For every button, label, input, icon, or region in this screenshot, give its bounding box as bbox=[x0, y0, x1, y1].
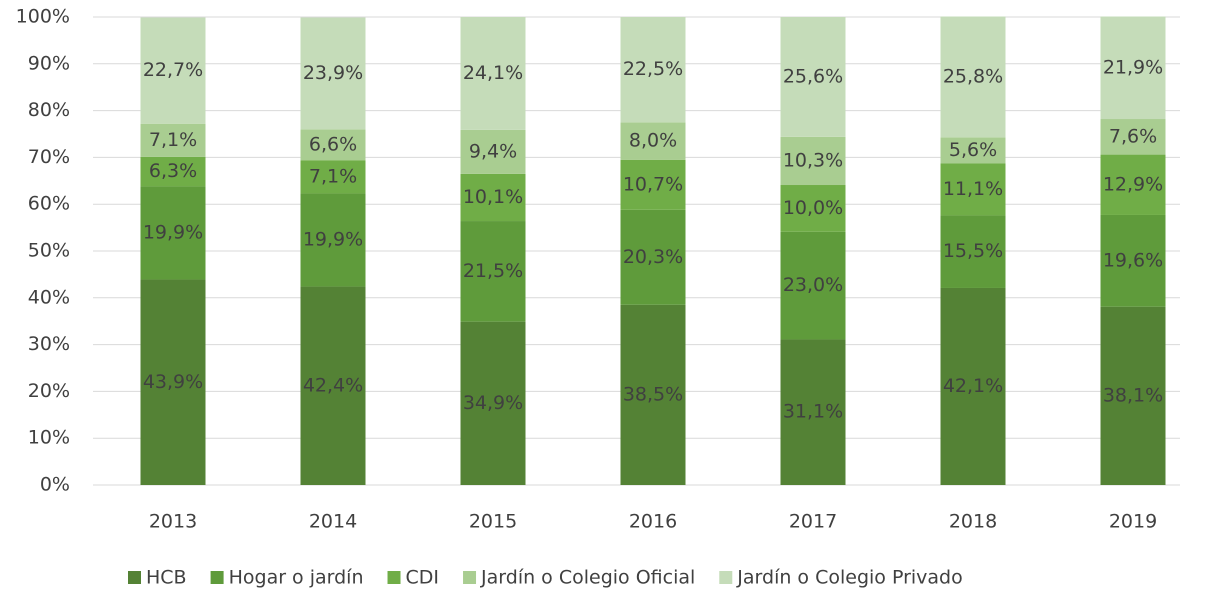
bar-segment bbox=[1100, 154, 1166, 215]
data-label: 22,7% bbox=[143, 59, 203, 81]
data-label: 21,5% bbox=[463, 260, 523, 282]
y-tick-label: 90% bbox=[28, 52, 70, 74]
bar-segment bbox=[780, 136, 846, 186]
data-label: 19,9% bbox=[143, 221, 203, 243]
legend-swatch bbox=[719, 571, 733, 584]
legend-swatch bbox=[210, 571, 224, 584]
bar-segment bbox=[300, 17, 366, 130]
bar-segment bbox=[620, 159, 686, 210]
data-label: 10,3% bbox=[783, 149, 843, 171]
x-tick-label: 2014 bbox=[309, 511, 357, 533]
data-label: 7,1% bbox=[149, 129, 197, 151]
y-tick-label: 60% bbox=[28, 193, 70, 215]
bar-segment bbox=[620, 17, 686, 123]
bar-segment bbox=[940, 287, 1006, 485]
data-label: 7,1% bbox=[309, 165, 357, 187]
bar-segment bbox=[780, 339, 846, 485]
bar-segment bbox=[1100, 214, 1166, 307]
legend-swatch bbox=[387, 571, 401, 584]
bar-segment bbox=[460, 321, 526, 485]
legend-swatch bbox=[463, 571, 477, 584]
data-label: 5,6% bbox=[949, 139, 997, 161]
data-label: 19,9% bbox=[303, 229, 363, 251]
data-label: 6,6% bbox=[309, 133, 357, 155]
bar-segment bbox=[460, 173, 526, 222]
bar-segment bbox=[780, 231, 846, 340]
bar-segment bbox=[140, 156, 206, 187]
bar-segment bbox=[940, 215, 1006, 288]
data-label: 6,3% bbox=[149, 160, 197, 182]
legend-label: CDI bbox=[406, 567, 440, 589]
data-label: 25,6% bbox=[783, 65, 843, 87]
x-tick-label: 2018 bbox=[949, 511, 997, 533]
data-label: 42,1% bbox=[943, 375, 1003, 397]
y-tick-label: 50% bbox=[28, 240, 70, 262]
data-label: 24,1% bbox=[463, 62, 523, 84]
legend-swatch bbox=[128, 571, 141, 584]
y-tick-label: 0% bbox=[40, 474, 70, 496]
y-tick-label: 10% bbox=[28, 427, 70, 449]
data-label: 21,9% bbox=[1103, 56, 1163, 78]
y-tick-label: 100% bbox=[16, 6, 70, 28]
x-tick-label: 2015 bbox=[469, 511, 517, 533]
legend-label: Jardín o Colegio Privado bbox=[736, 567, 962, 589]
data-label: 15,5% bbox=[943, 240, 1003, 262]
bar-segment bbox=[940, 137, 1006, 164]
data-label: 19,6% bbox=[1103, 249, 1163, 271]
legend-label: Jardín o Colegio Oficial bbox=[480, 567, 695, 589]
data-label: 8,0% bbox=[629, 130, 677, 152]
bar-segment bbox=[1100, 306, 1166, 485]
bar-segment bbox=[300, 193, 366, 287]
data-label: 7,6% bbox=[1109, 125, 1157, 147]
y-tick-label: 70% bbox=[28, 146, 70, 168]
bar-segment bbox=[460, 129, 526, 174]
data-label: 38,5% bbox=[623, 383, 683, 405]
bar-segment bbox=[140, 123, 206, 157]
bar-segment bbox=[940, 16, 1006, 138]
data-label: 23,0% bbox=[783, 274, 843, 296]
y-tick-label: 20% bbox=[28, 380, 70, 402]
x-tick-label: 2013 bbox=[149, 511, 197, 533]
bar-segment bbox=[140, 279, 206, 485]
bar-segment bbox=[140, 17, 206, 124]
data-label: 23,9% bbox=[303, 62, 363, 84]
data-label: 11,1% bbox=[943, 178, 1003, 200]
data-label: 42,4% bbox=[303, 374, 363, 396]
bar-segment bbox=[140, 186, 206, 280]
bar-segment bbox=[300, 129, 366, 161]
x-tick-label: 2019 bbox=[1109, 511, 1157, 533]
bar-segment bbox=[940, 163, 1006, 216]
bar-segment bbox=[1100, 16, 1166, 120]
legend-label: Hogar o jardín bbox=[229, 567, 364, 589]
data-label: 12,9% bbox=[1103, 173, 1163, 195]
bar-segment bbox=[460, 221, 526, 322]
y-tick-label: 80% bbox=[28, 99, 70, 121]
data-label: 10,7% bbox=[623, 173, 683, 195]
data-label: 31,1% bbox=[783, 401, 843, 423]
legend-label: HCB bbox=[146, 567, 187, 589]
y-tick-label: 40% bbox=[28, 286, 70, 308]
data-label: 9,4% bbox=[469, 140, 517, 162]
bar-segment bbox=[300, 160, 366, 194]
y-tick-label: 30% bbox=[28, 333, 70, 355]
data-label: 22,5% bbox=[623, 58, 683, 80]
data-label: 10,0% bbox=[783, 197, 843, 219]
bar-segment bbox=[620, 304, 686, 485]
data-label: 10,1% bbox=[463, 186, 523, 208]
data-label: 38,1% bbox=[1103, 384, 1163, 406]
bar-segment bbox=[1100, 119, 1166, 155]
bar-segment bbox=[620, 209, 686, 305]
data-label: 25,8% bbox=[943, 65, 1003, 87]
data-label: 43,9% bbox=[143, 371, 203, 393]
data-label: 34,9% bbox=[463, 392, 523, 414]
bar-segment bbox=[780, 17, 846, 137]
bar-segment bbox=[620, 122, 686, 160]
data-label: 20,3% bbox=[623, 246, 683, 268]
x-tick-label: 2017 bbox=[789, 511, 837, 533]
bar-segment bbox=[460, 17, 526, 130]
bar-segment bbox=[780, 185, 846, 232]
bar-segment bbox=[300, 286, 366, 485]
x-tick-label: 2016 bbox=[629, 511, 677, 533]
